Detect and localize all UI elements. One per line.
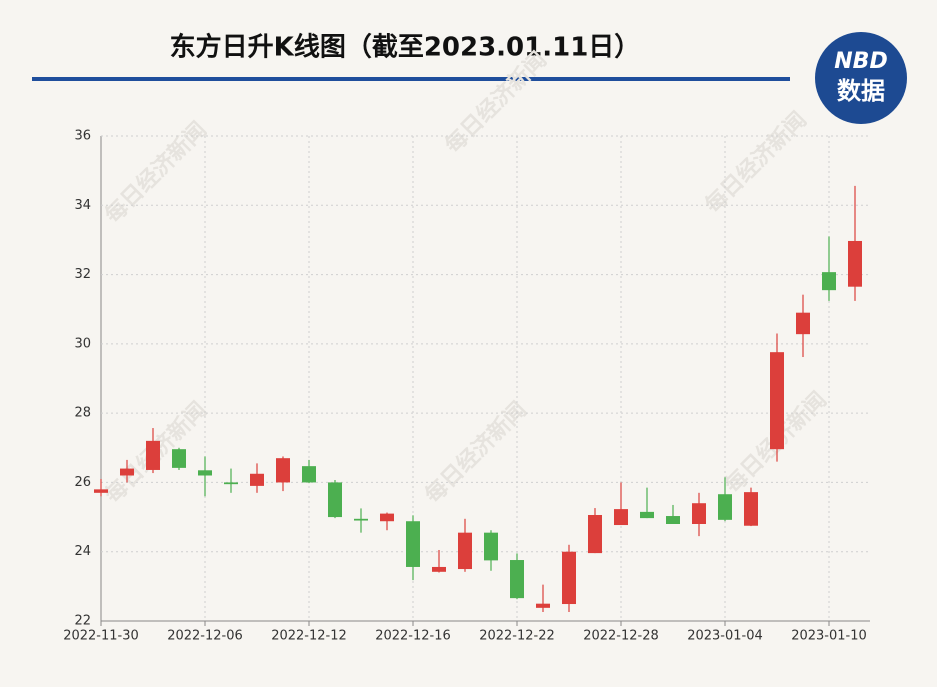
candle-body (666, 516, 680, 524)
x-tick-label: 2022-12-22 (479, 629, 555, 644)
candle-body (718, 494, 732, 520)
candle-body (146, 440, 160, 470)
candle-body (588, 514, 602, 554)
x-tick-label: 2022-12-12 (271, 629, 347, 644)
candle-body (328, 482, 342, 518)
candle-body (692, 503, 706, 524)
y-tick-label: 36 (74, 129, 91, 144)
candle-body (614, 509, 628, 526)
y-tick-label: 34 (74, 198, 91, 213)
candle-body (458, 532, 472, 570)
candle-body (120, 468, 134, 476)
candle-body (848, 240, 862, 287)
chart-title: 东方日升K线图（截至2023.01.11日） (170, 32, 641, 63)
candle-body (432, 566, 446, 572)
x-tick-label: 2022-11-30 (63, 629, 139, 644)
candle-body (380, 513, 394, 522)
candle-body (224, 482, 238, 485)
candle-body (640, 511, 654, 519)
candle-body (302, 466, 316, 483)
x-tick-label: 2022-12-28 (583, 629, 659, 644)
candle-body (198, 470, 212, 476)
y-tick-label: 22 (74, 614, 91, 629)
candle-body (406, 521, 420, 567)
candle-body (744, 492, 758, 526)
y-tick-label: 26 (74, 475, 91, 490)
y-tick-label: 28 (74, 406, 91, 421)
x-tick-label: 2022-12-16 (375, 629, 451, 644)
logo-badge (815, 32, 907, 124)
candle-body (822, 272, 836, 291)
candle-body (354, 518, 368, 521)
candle-body (276, 458, 290, 483)
logo-bottom: 数据 (837, 77, 885, 105)
candle-body (172, 449, 186, 468)
y-tick-label: 24 (74, 544, 91, 559)
candle-body (250, 473, 264, 486)
candle-body (94, 489, 108, 493)
y-tick-label: 30 (74, 336, 91, 351)
candle-body (770, 352, 784, 450)
logo-top: NBD (834, 49, 887, 74)
candle-body (796, 312, 810, 335)
candle-body (536, 603, 550, 608)
x-tick-label: 2022-12-06 (167, 629, 243, 644)
candle-body (562, 551, 576, 605)
candle-body (484, 532, 498, 561)
candle-body (510, 560, 524, 599)
x-tick-label: 2023-01-10 (791, 629, 867, 644)
y-tick-label: 32 (74, 267, 91, 282)
x-tick-label: 2023-01-04 (687, 629, 763, 644)
